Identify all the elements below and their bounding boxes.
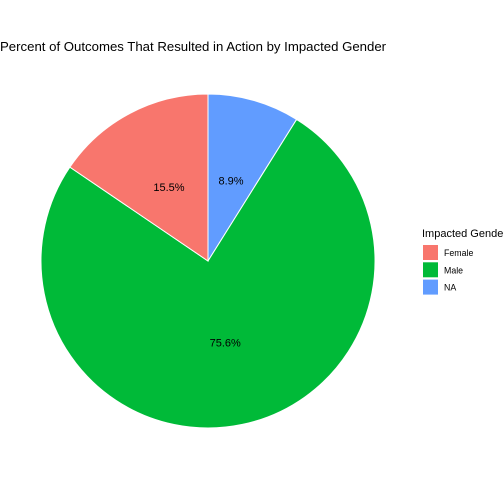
pie-slice-label-na: 8.9% [219,176,244,188]
chart-title: Percent of Outcomes That Resulted in Act… [0,39,387,54]
legend: Impacted Gender Female Male NA [422,228,504,295]
pie-slice-labels: 8.9% 75.6% 15.5% [153,176,243,350]
legend-label-female: Female [444,248,473,258]
pie-slice-female [69,93,209,262]
pie-slice-label-male: 75.6% [210,338,241,350]
pie-slice-male [40,118,376,429]
legend-key-female [423,245,438,260]
legend-items: Female Male NA [423,245,473,295]
legend-title: Impacted Gender [422,228,504,240]
pie-slice-na [207,93,298,263]
pie-slices [40,93,376,429]
legend-key-male [423,262,438,278]
legend-key-na [423,279,438,295]
legend-label-na: NA [444,283,456,293]
pie-slice-label-female: 15.5% [153,182,184,194]
legend-label-male: Male [444,265,463,275]
